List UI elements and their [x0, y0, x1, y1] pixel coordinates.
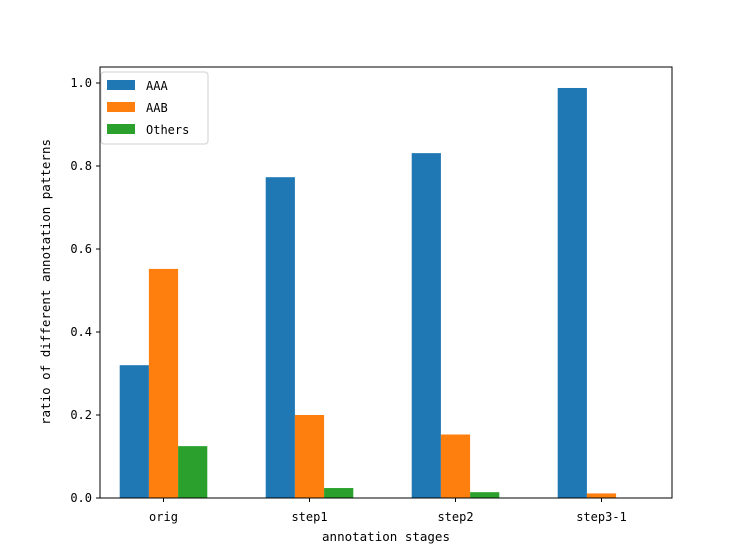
- bar-aaa-step3-1: [557, 87, 587, 498]
- y-tick-label: 0.8: [70, 159, 92, 173]
- bar-others-step2: [470, 492, 500, 498]
- x-tick-label: step2: [437, 510, 473, 524]
- bar-aab-orig: [148, 268, 179, 498]
- legend-label-others: Others: [146, 123, 189, 137]
- bar-others-orig: [178, 446, 208, 498]
- x-tick-label: step3-1: [576, 510, 627, 524]
- plot-frame: [99, 66, 673, 499]
- y-tick-label: 1.0: [70, 76, 92, 90]
- y-tick-label: 0.2: [70, 408, 92, 422]
- legend-label-aab: AAB: [146, 101, 168, 115]
- legend-label-aaa: AAA: [146, 79, 168, 93]
- y-tick-label: 0.4: [70, 325, 92, 339]
- bar-aab-step1: [294, 415, 325, 498]
- bar-aab-step2: [440, 434, 471, 498]
- legend: AAA AAB Others: [100, 71, 209, 145]
- legend-swatch-others: [107, 124, 135, 134]
- legend-swatch-aaa: [107, 80, 135, 90]
- y-tick-label: 0.6: [70, 242, 92, 256]
- y-tick-label: 0.0: [70, 491, 92, 505]
- bar-aaa-orig: [119, 365, 149, 498]
- y-axis-label: ratio of different annotation patterns: [38, 139, 53, 425]
- x-tick-label: orig: [149, 510, 178, 524]
- x-axis-label: annotation stages: [322, 529, 450, 544]
- bar-others-step1: [324, 488, 354, 498]
- legend-swatch-aab: [107, 102, 135, 112]
- bar-aaa-step2: [411, 153, 441, 498]
- x-tick-label: step1: [291, 510, 327, 524]
- bar-aab-step3-1: [586, 493, 617, 498]
- bar-aaa-step1: [265, 177, 295, 498]
